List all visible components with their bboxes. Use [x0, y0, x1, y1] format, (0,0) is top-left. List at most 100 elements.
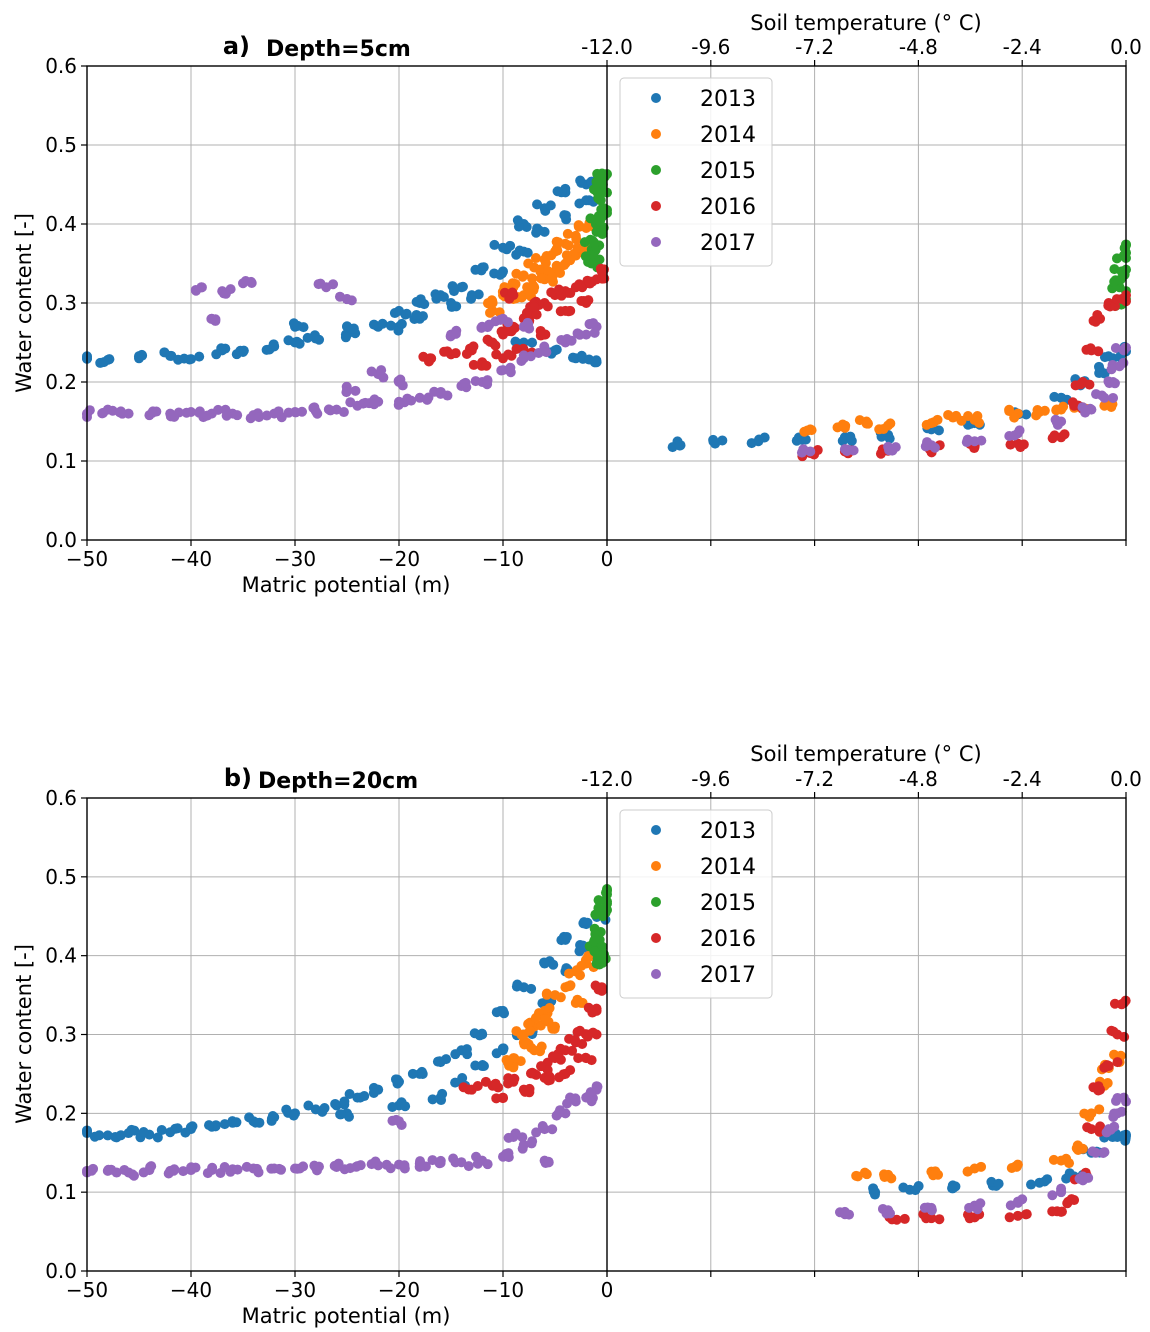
data-point [1099, 1147, 1110, 1158]
data-point [524, 1025, 535, 1036]
data-point [1109, 378, 1120, 389]
data-point [570, 1093, 581, 1104]
scatter-points [82, 884, 1131, 1225]
data-point [156, 1125, 167, 1136]
data-point [524, 1087, 535, 1098]
data-point [460, 377, 471, 388]
legend-marker [651, 861, 661, 871]
data-point [563, 968, 574, 979]
top-x-tick-label: -7.2 [795, 767, 834, 791]
data-point [207, 1162, 218, 1173]
data-point [468, 359, 479, 370]
data-point [1017, 1194, 1028, 1205]
data-point [517, 271, 528, 282]
data-point [591, 1081, 602, 1092]
data-point [1084, 379, 1095, 390]
data-point [152, 1132, 163, 1143]
data-point [563, 306, 574, 317]
data-point [964, 1213, 975, 1224]
data-point [532, 199, 543, 210]
data-point [868, 1183, 879, 1194]
data-point [898, 1182, 909, 1193]
data-point [1056, 1206, 1067, 1217]
data-point [1108, 1026, 1119, 1037]
data-point [370, 1156, 381, 1167]
top-x-tick-label: 0.0 [1110, 767, 1142, 791]
data-point [576, 960, 587, 971]
data-point [573, 1053, 584, 1064]
data-point [842, 444, 853, 455]
data-point [885, 418, 896, 429]
data-point [717, 435, 728, 446]
data-point [1073, 1145, 1084, 1156]
top-x-tick-label: -9.6 [691, 35, 730, 59]
data-point [359, 1091, 370, 1102]
data-point [103, 1164, 114, 1175]
data-point [523, 258, 534, 269]
data-point [934, 1214, 945, 1225]
data-point [250, 1117, 261, 1128]
data-point [1079, 1108, 1090, 1119]
data-point [505, 367, 516, 378]
data-point [457, 1072, 468, 1083]
data-point [336, 1109, 347, 1120]
data-point [221, 410, 232, 421]
data-point [859, 1167, 870, 1178]
data-point [589, 357, 600, 368]
data-point [450, 348, 461, 359]
data-point [253, 1167, 264, 1178]
data-point [366, 366, 377, 377]
data-point [972, 410, 983, 421]
data-point [507, 287, 518, 298]
y-tick-label: 0.1 [45, 1180, 77, 1204]
data-point [541, 347, 552, 358]
data-point [962, 1166, 973, 1177]
data-point [542, 301, 553, 312]
data-point [457, 281, 468, 292]
legend-marker [651, 129, 661, 139]
data-point [1083, 1172, 1094, 1183]
data-point [566, 335, 577, 346]
data-point [530, 1012, 541, 1023]
panel-a-ylabel: Water content [-] [12, 213, 36, 393]
data-point [554, 1072, 565, 1083]
data-point [377, 318, 388, 329]
data-point [1039, 405, 1050, 416]
data-point [147, 407, 158, 418]
data-point [1108, 392, 1119, 403]
data-point [496, 365, 507, 376]
data-point [288, 1110, 299, 1121]
y-tick-label: 0.0 [45, 528, 77, 552]
data-point [253, 412, 264, 423]
data-point [481, 360, 492, 371]
data-point [540, 1014, 551, 1025]
data-point [477, 1060, 488, 1071]
data-point [407, 1068, 418, 1079]
data-point [274, 1163, 285, 1174]
data-point [562, 228, 573, 239]
data-point [439, 346, 450, 357]
data-point [461, 348, 472, 359]
data-point [879, 1171, 890, 1182]
data-point [533, 348, 544, 359]
data-point [1061, 1173, 1072, 1184]
data-point [283, 335, 294, 346]
data-point [480, 1076, 491, 1087]
data-point [1082, 1122, 1093, 1133]
data-point [98, 407, 109, 418]
top-x-tick-label: -4.8 [899, 35, 938, 59]
data-point [463, 1084, 474, 1095]
legend-marker [651, 201, 661, 211]
data-point [478, 262, 489, 273]
data-point [114, 407, 125, 418]
data-point [461, 1044, 472, 1055]
data-point [292, 320, 303, 331]
top-x-tick-label: -2.4 [1003, 35, 1042, 59]
data-point [434, 1056, 445, 1067]
data-point [541, 988, 552, 999]
data-point [516, 292, 527, 303]
data-point [330, 1098, 341, 1109]
panel-b-top-xlabel: Soil temperature (° C) [750, 742, 981, 766]
data-point [839, 1209, 850, 1220]
data-point [537, 998, 548, 1009]
